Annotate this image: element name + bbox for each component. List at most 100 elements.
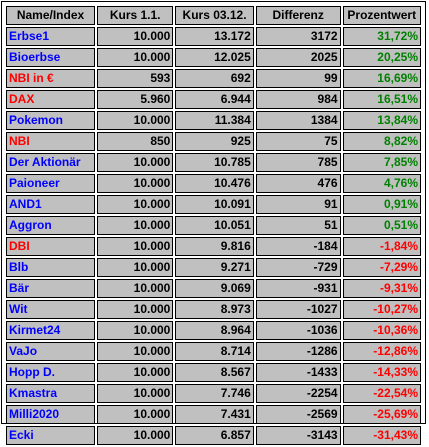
cell-kurs-03-12: 8.567 [175,363,254,382]
cell-kurs-03-12: 10.091 [175,195,254,214]
cell-differenz: -1286 [255,342,341,361]
table-row: Bioerbse 10.000 12.025 2025 20,25% [6,48,421,67]
header-prozentwert: Prozentwert [342,6,421,25]
cell-kurs-1-1: 10.000 [97,384,174,403]
cell-kurs-1-1: 10.000 [97,153,174,172]
header-name-index: Name/Index [6,6,96,25]
cell-prozentwert: -14,33% [342,363,421,382]
cell-kurs-03-12: 9.271 [175,258,254,277]
header-differenz: Differenz [255,6,341,25]
cell-kurs-03-12: 10.476 [175,174,254,193]
table-row: VaJo 10.000 8.714 -1286 -12,86% [6,342,421,361]
cell-name: Kmastra [6,384,96,403]
cell-prozentwert: -25,69% [342,405,421,424]
cell-differenz: 785 [255,153,341,172]
stock-performance-table: Name/Index Kurs 1.1. Kurs 03.12. Differe… [4,4,423,447]
cell-differenz: 91 [255,195,341,214]
cell-prozentwert: 16,51% [342,90,421,109]
header-row: Name/Index Kurs 1.1. Kurs 03.12. Differe… [6,6,421,25]
cell-name: DAX [6,90,96,109]
cell-kurs-1-1: 10.000 [97,258,174,277]
cell-name: VaJo [6,342,96,361]
cell-differenz: -729 [255,258,341,277]
table-row: Wit 10.000 8.973 -1027 -10,27% [6,300,421,319]
cell-kurs-1-1: 10.000 [97,48,174,67]
table-row: Der Aktionär 10.000 10.785 785 7,85% [6,153,421,172]
cell-name: Kirmet24 [6,321,96,340]
table-row: Kirmet24 10.000 8.964 -1036 -10,36% [6,321,421,340]
cell-differenz: -1433 [255,363,341,382]
table-row: Blb 10.000 9.271 -729 -7,29% [6,258,421,277]
cell-prozentwert: -9,31% [342,279,421,298]
table-row: AND1 10.000 10.091 91 0,91% [6,195,421,214]
cell-kurs-1-1: 10.000 [97,300,174,319]
cell-differenz: 1384 [255,111,341,130]
cell-prozentwert: 4,76% [342,174,421,193]
cell-kurs-1-1: 10.000 [97,27,174,46]
table-row: NBI 850 925 75 8,82% [6,132,421,151]
table-row: NBI in €593 692 99 16,69% [6,69,421,88]
cell-name: NBI in € [6,69,96,88]
table-row: DBI 10.000 9.816 -184 -1,84% [6,237,421,256]
cell-kurs-03-12: 12.025 [175,48,254,67]
cell-name: Wit [6,300,96,319]
cell-differenz: -1036 [255,321,341,340]
cell-kurs-03-12: 7.746 [175,384,254,403]
cell-differenz: 99 [255,69,341,88]
cell-prozentwert: -22,54% [342,384,421,403]
cell-name: Bioerbse [6,48,96,67]
cell-prozentwert: 16,69% [342,69,421,88]
cell-name: Erbse1 [6,27,96,46]
cell-differenz: 51 [255,216,341,235]
cell-differenz: 75 [255,132,341,151]
cell-prozentwert: -10,36% [342,321,421,340]
cell-kurs-03-12: 11.384 [175,111,254,130]
cell-kurs-03-12: 13.172 [175,27,254,46]
cell-prozentwert: 13,84% [342,111,421,130]
table-row: Paioneer 10.000 10.476 476 4,76% [6,174,421,193]
header-kurs-1-1: Kurs 1.1. [97,6,174,25]
cell-kurs-1-1: 10.000 [97,216,174,235]
cell-kurs-03-12: 8.714 [175,342,254,361]
cell-differenz: -2569 [255,405,341,424]
table-row: Aggron 10.000 10.051 51 0,51% [6,216,421,235]
cell-kurs-1-1: 10.000 [97,279,174,298]
table-row: Milli2020 10.000 7.431 -2569 -25,69% [6,405,421,424]
table-row: Erbse1 10.000 13.172 3172 31,72% [6,27,421,46]
table-row: Hopp D. 10.000 8.567 -1433 -14,33% [6,363,421,382]
cell-differenz: -2254 [255,384,341,403]
cell-kurs-1-1: 10.000 [97,363,174,382]
cell-kurs-1-1: 593 [97,69,174,88]
cell-name: Paioneer [6,174,96,193]
cell-kurs-1-1: 850 [97,132,174,151]
cell-prozentwert: -1,84% [342,237,421,256]
cell-kurs-03-12: 8.973 [175,300,254,319]
cell-differenz: -184 [255,237,341,256]
cell-prozentwert: -12,86% [342,342,421,361]
cell-kurs-03-12: 9.816 [175,237,254,256]
table-body: Erbse1 10.000 13.172 3172 31,72% Bioerbse 10.0… [6,27,421,445]
cell-prozentwert: 0,51% [342,216,421,235]
cell-differenz: -931 [255,279,341,298]
cell-prozentwert: -10,27% [342,300,421,319]
cell-kurs-03-12: 925 [175,132,254,151]
cell-prozentwert: 0,91% [342,195,421,214]
cell-kurs-1-1: 10.000 [97,174,174,193]
cell-name: Blb [6,258,96,277]
cell-kurs-1-1: 10.000 [97,195,174,214]
cell-differenz: 3172 [255,27,341,46]
cell-differenz: -1027 [255,300,341,319]
table-row: Bär 10.000 9.069 -931 -9,31% [6,279,421,298]
cell-name: Aggron [6,216,96,235]
cell-prozentwert: 31,72% [342,27,421,46]
cell-kurs-1-1: 10.000 [97,405,174,424]
cell-kurs-03-12: 8.964 [175,321,254,340]
cell-kurs-03-12: 6.944 [175,90,254,109]
cell-name: DBI [6,237,96,256]
cell-kurs-1-1: 5.960 [97,90,174,109]
header-kurs-03-12: Kurs 03.12. [175,6,254,25]
cell-name: NBI [6,132,96,151]
cell-kurs-1-1: 10.000 [97,321,174,340]
cell-name: Pokemon [6,111,96,130]
cell-kurs-1-1: 10.000 [97,237,174,256]
